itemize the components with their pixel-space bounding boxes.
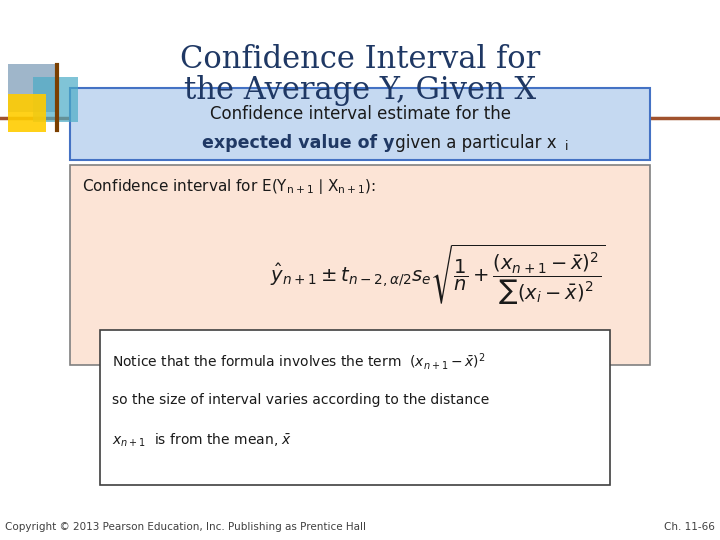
Text: Confidence interval estimate for the: Confidence interval estimate for the [210,105,510,123]
Text: $x_{n+1}$  is from the mean, $\bar{x}$: $x_{n+1}$ is from the mean, $\bar{x}$ [112,431,292,449]
Text: $\hat{y}_{n+1} \pm t_{n-2,\alpha/2} s_e \sqrt{\dfrac{1}{n} + \dfrac{(x_{n+1}-\ba: $\hat{y}_{n+1} \pm t_{n-2,\alpha/2} s_e … [270,243,606,307]
Text: Confidence Interval for: Confidence Interval for [180,44,540,76]
Text: the Average Y, Given X: the Average Y, Given X [184,75,536,105]
Text: so the size of interval varies according to the distance: so the size of interval varies according… [112,393,490,407]
Text: Notice that the formula involves the term  $(x_{n+1} - \bar{x})^2$: Notice that the formula involves the ter… [112,352,486,373]
Bar [8,94,46,132]
Bar [100,330,610,485]
Text: i: i [565,140,569,153]
Text: Copyright © 2013 Pearson Education, Inc. Publishing as Prentice Hall: Copyright © 2013 Pearson Education, Inc.… [5,522,366,532]
Text: expected value of y: expected value of y [202,134,395,152]
Bar [33,77,78,122]
Bar [8,64,56,112]
Bar [70,88,650,160]
Text: Confidence interval for $\mathsf{E(Y_{n+1}\mid X_{n+1})}$:: Confidence interval for $\mathsf{E(Y_{n+… [82,178,376,197]
Text: given a particular x: given a particular x [390,134,557,152]
Text: Ch. 11-66: Ch. 11-66 [664,522,715,532]
Bar [70,165,650,365]
